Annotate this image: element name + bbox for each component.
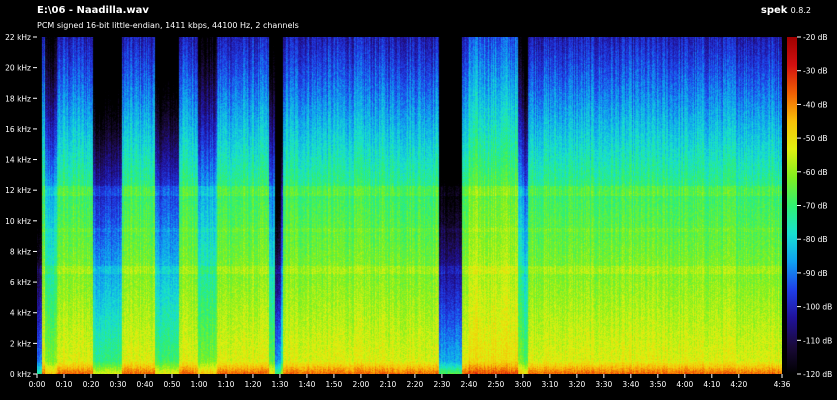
time-tick-label: 3:00 xyxy=(514,380,531,389)
db-tick-label: -80 dB xyxy=(803,235,828,244)
app-version: 0.8.2 xyxy=(790,6,811,15)
app-name-label: spek 0.8.2 xyxy=(761,5,811,16)
freq-tick-label: 10 kHz xyxy=(5,217,31,226)
time-tick-label: 3:30 xyxy=(595,380,612,389)
db-tick-label: -70 dB xyxy=(803,202,828,211)
color-scale-gradient xyxy=(787,37,797,374)
time-tick-label: 0:40 xyxy=(137,380,154,389)
db-tick-label: -120 dB xyxy=(803,370,832,379)
file-path-title: E:\06 - Naadilla.wav xyxy=(37,5,149,16)
stream-info: PCM signed 16-bit little-endian, 1411 kb… xyxy=(37,21,299,30)
time-tick-label: 0:10 xyxy=(56,380,73,389)
db-tick-label: -110 dB xyxy=(803,336,832,345)
freq-tick-label: 8 kHz xyxy=(10,247,31,256)
time-tick-label: 1:50 xyxy=(325,380,342,389)
time-tick-label: 3:10 xyxy=(541,380,558,389)
time-tick-label: 1:40 xyxy=(299,380,316,389)
time-tick-label: 0:00 xyxy=(29,380,46,389)
time-tick-label: 3:40 xyxy=(622,380,639,389)
db-scale-axis: -20 dB -30 dB -40 dB -50 dB -60 dB -70 dB -80 … xyxy=(797,33,832,379)
time-tick-label: 0:30 xyxy=(110,380,127,389)
freq-tick-label: 4 kHz xyxy=(10,309,31,318)
db-tick-label: -50 dB xyxy=(803,134,828,143)
freq-tick-label: 16 kHz xyxy=(5,125,31,134)
time-tick-label: 3:20 xyxy=(568,380,585,389)
db-tick-label: -20 dB xyxy=(803,33,828,42)
time-tick-label: 1:00 xyxy=(191,380,208,389)
time-tick-label: 2:20 xyxy=(406,380,423,389)
time-tick-label: 2:50 xyxy=(487,380,504,389)
time-tick-label: 3:50 xyxy=(649,380,666,389)
app-name: spek xyxy=(760,5,788,16)
db-tick-label: -30 dB xyxy=(803,67,828,76)
db-tick-label: -90 dB xyxy=(803,269,828,278)
time-tick-label: 2:10 xyxy=(379,380,396,389)
time-tick-label: 4:20 xyxy=(730,380,747,389)
time-tick-label: 1:20 xyxy=(245,380,262,389)
freq-tick-label: 12 kHz xyxy=(5,186,31,195)
freq-tick-label: 2 kHz xyxy=(10,339,31,348)
time-tick-label: 0:20 xyxy=(83,380,100,389)
freq-tick-label: 18 kHz xyxy=(5,94,31,103)
freq-tick-label: 22 kHz xyxy=(5,33,31,42)
db-tick-label: -100 dB xyxy=(803,303,832,312)
time-tick-label: 4:36 xyxy=(774,380,791,389)
frequency-axis: 0 kHz 2 kHz 4 kHz 6 kHz 8 kHz 10 kHz 12 kHz 14 … xyxy=(5,33,37,379)
time-tick-label: 2:00 xyxy=(352,380,369,389)
color-scale-bar xyxy=(787,37,797,374)
freq-tick-label: 20 kHz xyxy=(5,64,31,73)
time-tick-label: 2:30 xyxy=(433,380,450,389)
freq-tick-label: 0 kHz xyxy=(10,370,31,379)
spectrogram-canvas xyxy=(37,37,782,374)
freq-tick-label: 14 kHz xyxy=(5,156,31,165)
time-tick-label: 1:10 xyxy=(218,380,235,389)
time-tick-label: 2:40 xyxy=(460,380,477,389)
db-tick-label: -60 dB xyxy=(803,168,828,177)
time-axis: 0:00 0:10 0:20 0:30 0:40 0:50 1:00 1:10 1:20 1:30… xyxy=(29,374,791,389)
time-tick-label: 1:30 xyxy=(272,380,289,389)
freq-tick-label: 6 kHz xyxy=(10,278,31,287)
time-tick-label: 4:00 xyxy=(676,380,693,389)
time-tick-label: 4:10 xyxy=(703,380,720,389)
db-tick-label: -40 dB xyxy=(803,100,828,109)
time-tick-label: 0:50 xyxy=(164,380,181,389)
